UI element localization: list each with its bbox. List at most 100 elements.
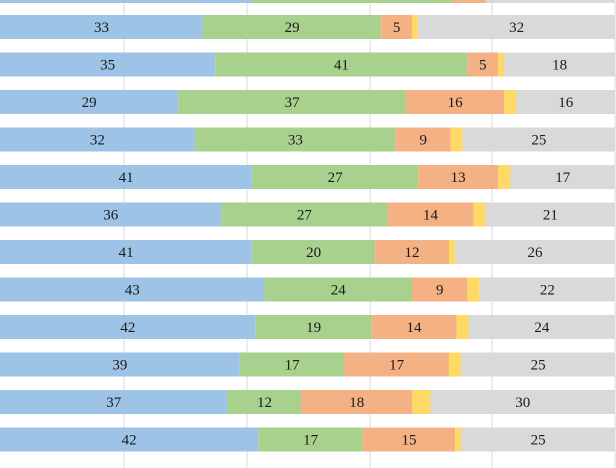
bar-segment-row11-series3 xyxy=(301,390,413,414)
value-label-row11-series3: 18 xyxy=(349,395,364,411)
bar-segment-row3-series4 xyxy=(504,90,517,114)
value-label-row8-series3: 9 xyxy=(436,283,444,299)
value-label-row1-series1: 33 xyxy=(94,20,109,36)
bar-segment-row7-series4 xyxy=(448,240,456,264)
partial-top-bar-segment-0 xyxy=(0,0,252,3)
bar-segment-row2-series1 xyxy=(0,52,216,77)
value-label-row12-series1: 42 xyxy=(122,433,137,449)
value-label-row5-series3: 13 xyxy=(451,170,466,186)
bar-segment-row4-series1 xyxy=(0,127,195,152)
bar-segment-row6-series4 xyxy=(473,202,486,227)
value-label-row11-series5: 30 xyxy=(515,395,530,411)
bar-segment-row1-series2 xyxy=(202,15,382,39)
value-label-row9-series2: 19 xyxy=(306,320,321,336)
value-label-row3-series3: 16 xyxy=(448,95,464,111)
value-label-row5-series5: 17 xyxy=(555,170,571,186)
value-label-row10-series2: 17 xyxy=(285,358,301,374)
value-label-row1-series5: 32 xyxy=(509,20,524,36)
value-label-row6-series2: 27 xyxy=(297,208,313,224)
bar-segment-row3-series5 xyxy=(516,90,615,114)
partial-top-bar-segment-2 xyxy=(452,0,486,3)
value-label-row11-series1: 37 xyxy=(106,395,122,411)
bar-segment-row9-series4 xyxy=(456,315,469,339)
bar-segment-row9-series5 xyxy=(468,315,615,339)
bar-segment-row3-series2 xyxy=(178,90,406,114)
value-label-row7-series1: 41 xyxy=(119,245,134,261)
bar-segment-row1-series4 xyxy=(412,15,419,39)
bar-segment-row7-series5 xyxy=(455,240,615,264)
bar-segments xyxy=(0,0,615,452)
bar-segment-row10-series4 xyxy=(448,352,462,377)
bar-segment-row8-series2 xyxy=(264,277,413,302)
bar-segment-row4-series5 xyxy=(462,127,615,152)
bar-segment-row2-series3 xyxy=(467,52,499,77)
value-label-row9-series1: 42 xyxy=(120,320,135,336)
bar-segment-row12-series1 xyxy=(0,427,259,452)
value-label-row11-series2: 12 xyxy=(257,395,272,411)
value-label-row4-series1: 32 xyxy=(90,133,105,149)
value-label-row7-series2: 20 xyxy=(306,245,321,261)
bar-segment-row6-series2 xyxy=(221,202,388,227)
bar-segment-row3-series3 xyxy=(405,90,505,114)
bar-segment-row7-series3 xyxy=(375,240,449,264)
value-label-row5-series2: 27 xyxy=(328,170,344,186)
value-label-row10-series3: 17 xyxy=(389,358,405,374)
bar-segment-row12-series3 xyxy=(362,427,456,452)
bar-segment-row9-series1 xyxy=(0,315,256,339)
value-label-row9-series5: 24 xyxy=(534,320,550,336)
value-label-row3-series5: 16 xyxy=(558,95,574,111)
value-label-row2-series1: 35 xyxy=(100,58,115,74)
bar-segment-row2-series2 xyxy=(215,52,468,77)
value-label-row12-series3: 15 xyxy=(401,433,416,449)
value-label-row10-series1: 39 xyxy=(112,358,127,374)
bar-segment-row6-series3 xyxy=(387,202,474,227)
bar-segment-row5-series2 xyxy=(252,165,419,189)
value-label-row9-series3: 14 xyxy=(407,320,423,336)
bar-segment-row2-series4 xyxy=(498,52,505,77)
bar-segment-row11-series4 xyxy=(412,390,431,414)
bar-segment-row11-series5 xyxy=(430,390,615,414)
data-labels: 33 29 5 32 35 41 5 18 29 37 16 16 32 33 9 25 41 27 13 17 36 2… xyxy=(82,20,574,449)
value-label-row3-series1: 29 xyxy=(82,95,97,111)
bar-segment-row2-series5 xyxy=(504,52,615,77)
bar-segment-row7-series1 xyxy=(0,240,253,264)
bar-segment-row10-series5 xyxy=(461,352,615,377)
value-label-row3-series2: 37 xyxy=(285,95,301,111)
value-label-row2-series5: 18 xyxy=(552,58,567,74)
bar-segment-row4-series4 xyxy=(450,127,463,152)
bar-segment-row5-series3 xyxy=(418,165,499,189)
bar-segment-row10-series2 xyxy=(239,352,345,377)
value-label-row4-series2: 33 xyxy=(288,133,303,149)
value-label-row6-series5: 21 xyxy=(543,208,558,224)
bar-segment-row4-series3 xyxy=(395,127,451,152)
bar-segment-row8-series4 xyxy=(467,277,480,302)
bar-segment-row11-series2 xyxy=(227,390,302,414)
value-label-row8-series1: 43 xyxy=(125,283,140,299)
value-label-row5-series1: 41 xyxy=(119,170,134,186)
bar-segment-row12-series2 xyxy=(258,427,363,452)
value-label-row1-series2: 29 xyxy=(285,20,300,36)
bar-segment-row5-series5 xyxy=(510,165,615,189)
value-label-row4-series3: 9 xyxy=(419,133,427,149)
bar-segment-row6-series5 xyxy=(485,202,615,227)
bar-segment-row9-series3 xyxy=(371,315,457,339)
value-label-row2-series3: 5 xyxy=(479,58,487,74)
value-label-row12-series2: 17 xyxy=(303,433,319,449)
bar-segment-row11-series1 xyxy=(0,390,228,414)
bar-segment-row10-series3 xyxy=(344,352,449,377)
bar-segment-row3-series1 xyxy=(0,90,179,114)
bar-segment-row8-series5 xyxy=(479,277,615,302)
bar-segment-row4-series2 xyxy=(194,127,396,152)
bar-segment-row6-series1 xyxy=(0,202,222,227)
value-label-row6-series3: 14 xyxy=(423,208,439,224)
bar-segment-row12-series5 xyxy=(461,427,615,452)
partial-top-bar-segment-1 xyxy=(252,0,452,3)
bar-segment-row1-series1 xyxy=(0,15,203,39)
value-label-row8-series5: 22 xyxy=(540,283,555,299)
value-label-row1-series3: 5 xyxy=(393,20,401,36)
value-label-row8-series2: 24 xyxy=(331,283,347,299)
value-label-row10-series5: 25 xyxy=(531,358,546,374)
value-label-row2-series2: 41 xyxy=(334,58,349,74)
value-label-row7-series5: 26 xyxy=(528,245,544,261)
